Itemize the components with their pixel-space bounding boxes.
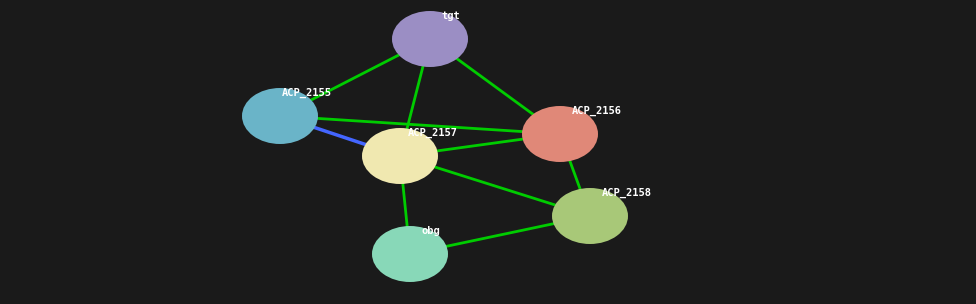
Ellipse shape: [362, 128, 438, 184]
Ellipse shape: [242, 88, 318, 144]
Ellipse shape: [522, 106, 598, 162]
Ellipse shape: [392, 11, 468, 67]
Text: ACP_2158: ACP_2158: [602, 188, 652, 198]
Text: obg: obg: [422, 226, 441, 236]
Text: ACP_2155: ACP_2155: [282, 88, 332, 98]
Text: ACP_2157: ACP_2157: [408, 128, 458, 138]
Ellipse shape: [372, 226, 448, 282]
Text: tgt: tgt: [442, 11, 461, 21]
Ellipse shape: [552, 188, 628, 244]
Text: ACP_2156: ACP_2156: [572, 106, 622, 116]
